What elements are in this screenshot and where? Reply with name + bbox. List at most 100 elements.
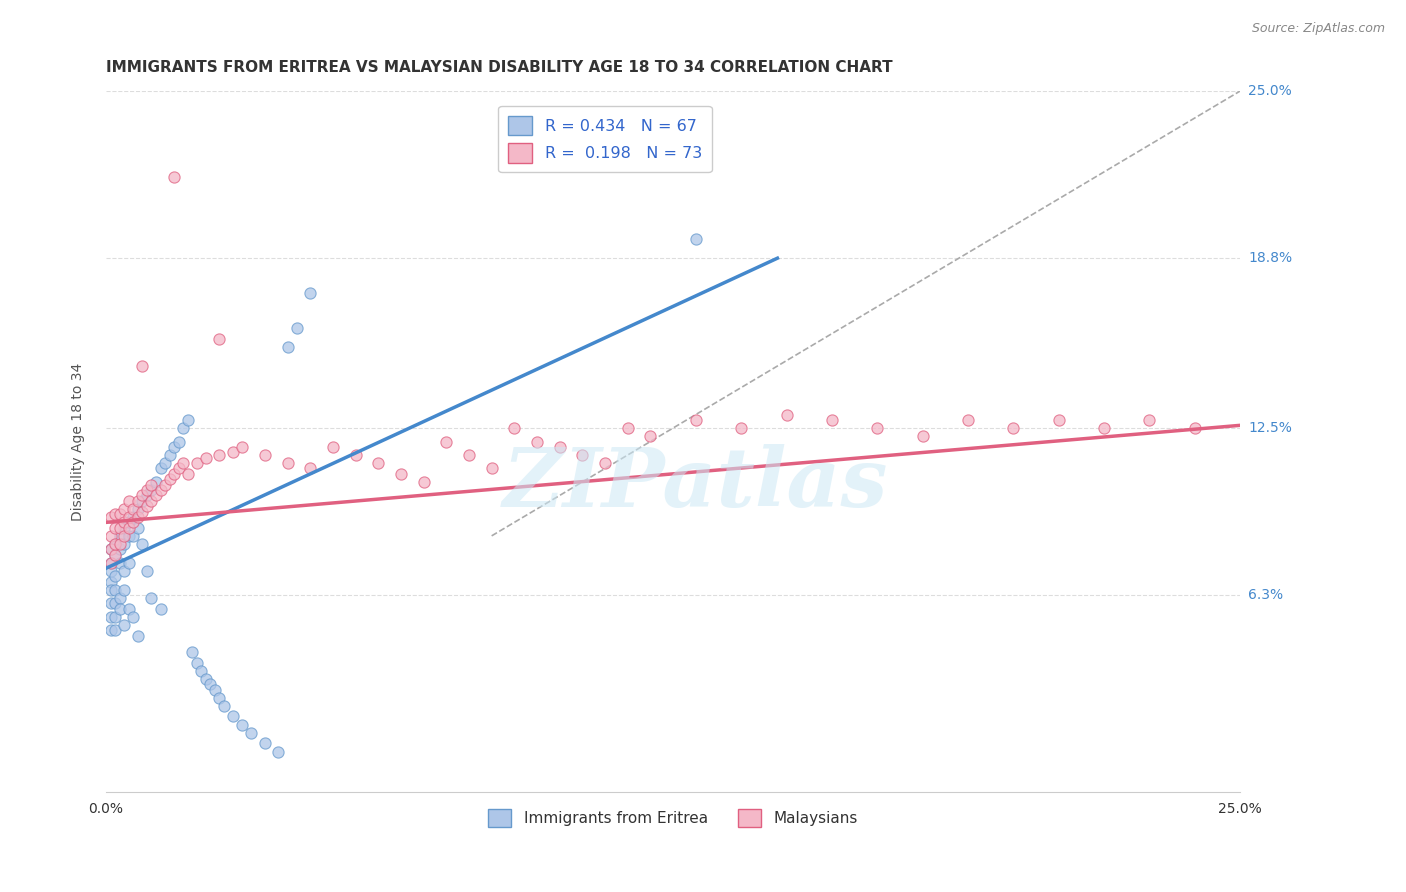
Point [112,502,135,516]
Point [104,548,127,562]
Point [163,170,186,185]
Point [112,537,135,551]
Point [177,467,200,481]
Point [131,537,153,551]
Point [127,521,149,535]
Point [616,421,638,435]
Text: 12.5%: 12.5% [1249,421,1292,435]
Point [186,456,208,470]
Point [299,286,322,301]
Point [194,450,217,465]
Point [100,574,122,589]
Point [100,596,122,610]
Point [100,510,122,524]
Point [172,421,194,435]
Point [145,475,167,489]
Point [208,332,231,346]
Point [118,493,141,508]
Point [149,483,172,497]
Point [127,629,149,643]
Point [141,483,163,497]
Point [118,521,141,535]
Point [127,493,149,508]
Point [100,609,122,624]
Point [344,448,367,462]
Point [122,502,145,516]
Point [190,664,212,678]
Point [118,510,141,524]
Point [141,493,163,508]
Point [122,516,145,530]
Point [434,434,457,449]
Point [1137,413,1160,427]
Point [112,516,135,530]
Point [104,537,127,551]
Point [186,656,208,670]
Point [104,521,127,535]
Text: 25.0%: 25.0% [1249,84,1292,98]
Point [141,591,163,605]
Point [127,502,149,516]
Point [108,556,131,570]
Point [208,448,231,462]
Point [159,448,181,462]
Point [149,601,172,615]
Point [118,556,141,570]
Point [167,434,190,449]
Point [100,542,122,557]
Point [131,505,153,519]
Point [1047,413,1070,427]
Point [153,456,176,470]
Point [112,564,135,578]
Point [135,499,157,513]
Point [163,440,186,454]
Point [108,537,131,551]
Point [104,548,127,562]
Point [194,672,217,686]
Point [100,542,122,557]
Point [145,488,167,502]
Point [208,690,231,705]
Point [204,682,226,697]
Point [267,745,290,759]
Point [1092,421,1115,435]
Point [112,617,135,632]
Point [481,461,503,475]
Point [412,475,434,489]
Point [149,461,172,475]
Point [276,456,298,470]
Point [222,445,245,459]
Point [458,448,481,462]
Point [104,569,127,583]
Point [122,529,145,543]
Point [212,698,235,713]
Point [131,493,153,508]
Point [135,488,157,502]
Point [730,421,752,435]
Point [821,413,844,427]
Point [104,537,127,551]
Point [775,408,797,422]
Point [118,516,141,530]
Point [159,472,181,486]
Point [503,421,526,435]
Point [108,508,131,522]
Point [172,456,194,470]
Point [685,413,707,427]
Point [181,645,204,659]
Point [131,359,153,373]
Point [526,434,548,449]
Point [108,542,131,557]
Point [163,467,186,481]
Point [118,529,141,543]
Text: ZIPatlas: ZIPatlas [503,443,889,524]
Point [153,477,176,491]
Point [285,321,308,335]
Point [122,510,145,524]
Point [956,413,979,427]
Legend: Immigrants from Eritrea, Malaysians: Immigrants from Eritrea, Malaysians [482,803,863,833]
Point [100,529,122,543]
Point [112,529,135,543]
Text: 6.3%: 6.3% [1249,588,1284,602]
Point [253,448,276,462]
